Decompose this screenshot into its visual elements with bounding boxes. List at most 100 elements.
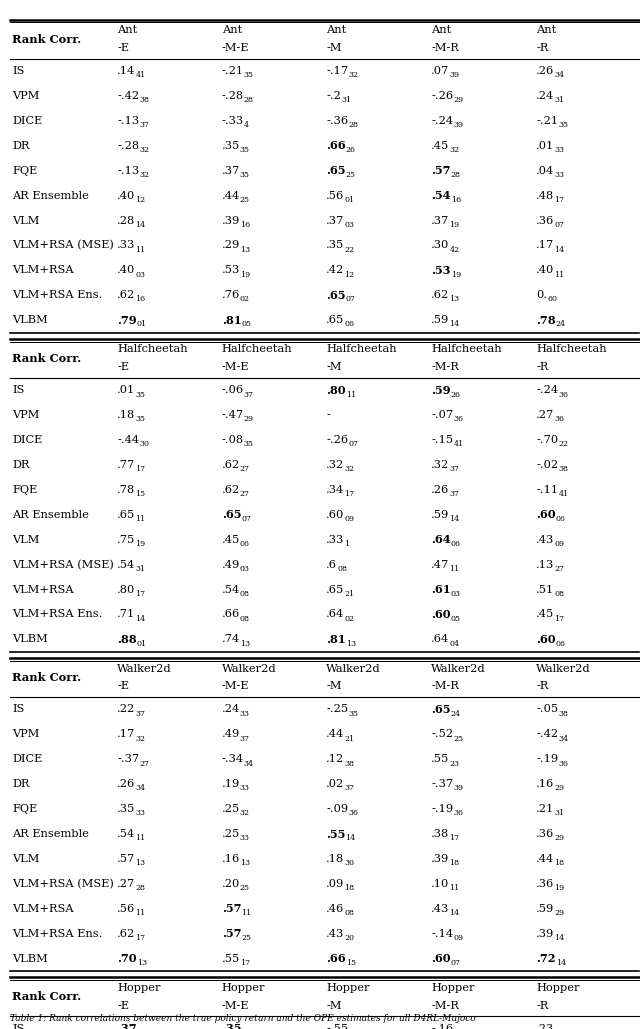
Text: .17: .17: [536, 241, 554, 250]
Text: .79: .79: [117, 315, 137, 325]
Text: .02: .02: [326, 779, 344, 789]
Text: 33: 33: [136, 810, 145, 817]
Text: Walker2d: Walker2d: [431, 664, 486, 674]
Text: .62: .62: [221, 485, 240, 495]
Text: 19: 19: [554, 884, 564, 892]
Text: DICE: DICE: [12, 754, 42, 765]
Text: Walker2d: Walker2d: [117, 664, 172, 674]
Text: 11: 11: [136, 246, 146, 254]
Text: 37: 37: [244, 391, 254, 398]
Text: 30: 30: [344, 859, 355, 867]
Text: 02: 02: [344, 614, 355, 623]
Text: 35: 35: [240, 171, 250, 179]
Text: VLM+RSA (MSE): VLM+RSA (MSE): [12, 879, 114, 889]
Text: 32: 32: [140, 171, 149, 179]
Text: 06: 06: [344, 320, 355, 328]
Text: .25: .25: [221, 804, 240, 814]
Text: 24: 24: [556, 320, 566, 328]
Text: 01: 01: [137, 320, 147, 328]
Text: 39: 39: [453, 784, 463, 792]
Text: 33: 33: [240, 784, 250, 792]
Text: 33: 33: [554, 146, 564, 154]
Text: .13: .13: [536, 560, 554, 570]
Text: .65: .65: [117, 509, 136, 520]
Text: .60: .60: [431, 609, 451, 619]
Text: .26: .26: [117, 779, 136, 789]
Text: 17: 17: [554, 196, 564, 204]
Text: -R: -R: [536, 362, 548, 372]
Text: DR: DR: [12, 141, 29, 151]
Text: 60: 60: [547, 295, 557, 304]
Text: 13: 13: [346, 640, 356, 647]
Text: 4: 4: [244, 121, 249, 130]
Text: 34: 34: [136, 784, 145, 792]
Text: .38: .38: [431, 829, 449, 839]
Text: .33: .33: [326, 535, 344, 544]
Text: 36: 36: [453, 810, 463, 817]
Text: VLBM: VLBM: [12, 315, 48, 325]
Text: 09: 09: [453, 934, 463, 942]
Text: -.21: -.21: [536, 116, 558, 126]
Text: 41: 41: [453, 440, 463, 449]
Text: Rank Corr.: Rank Corr.: [12, 34, 81, 44]
Text: 29: 29: [453, 97, 463, 104]
Text: -.19: -.19: [536, 754, 558, 765]
Text: .77: .77: [117, 460, 136, 470]
Text: 25: 25: [240, 884, 250, 892]
Text: .59: .59: [431, 315, 449, 325]
Text: .65: .65: [431, 704, 451, 715]
Text: .61: .61: [431, 584, 451, 595]
Text: 36: 36: [558, 759, 568, 768]
Text: .16: .16: [536, 779, 554, 789]
Text: -E: -E: [117, 43, 129, 54]
Text: -R: -R: [536, 1000, 548, 1010]
Text: Ant: Ant: [431, 25, 451, 35]
Text: 14: 14: [554, 246, 564, 254]
Text: 07: 07: [241, 516, 251, 523]
Text: VLM+RSA Ens.: VLM+RSA Ens.: [12, 290, 102, 300]
Text: -.26: -.26: [431, 91, 453, 101]
Text: 07: 07: [451, 959, 461, 967]
Text: IS: IS: [12, 705, 24, 714]
Text: 19: 19: [240, 271, 250, 279]
Text: .35: .35: [221, 141, 240, 151]
Text: .18: .18: [117, 411, 136, 420]
Text: .66: .66: [326, 140, 346, 151]
Text: .14: .14: [117, 66, 136, 76]
Text: 13: 13: [240, 640, 250, 647]
Text: AR Ensemble: AR Ensemble: [12, 509, 89, 520]
Text: -.52: -.52: [431, 730, 453, 740]
Text: 16: 16: [451, 196, 461, 204]
Text: .54: .54: [117, 560, 136, 570]
Text: 17: 17: [136, 934, 145, 942]
Text: 11: 11: [449, 884, 460, 892]
Text: .56: .56: [117, 903, 136, 914]
Text: -.15: -.15: [431, 435, 453, 446]
Text: 17: 17: [136, 590, 145, 598]
Text: .49: .49: [221, 730, 240, 740]
Text: .10: .10: [431, 879, 449, 889]
Text: .24: .24: [536, 91, 554, 101]
Text: 30: 30: [140, 440, 149, 449]
Text: .30: .30: [431, 241, 449, 250]
Text: 37: 37: [449, 490, 460, 498]
Text: .01: .01: [117, 385, 136, 395]
Text: Rank Corr.: Rank Corr.: [12, 991, 81, 1002]
Text: .70: .70: [117, 953, 137, 964]
Text: 35: 35: [136, 391, 145, 398]
Text: .36: .36: [536, 879, 554, 889]
Text: .44: .44: [221, 190, 240, 201]
Text: 17: 17: [344, 490, 355, 498]
Text: 1: 1: [344, 540, 349, 548]
Text: .59: .59: [431, 385, 451, 396]
Text: 11: 11: [554, 271, 564, 279]
Text: 19: 19: [136, 540, 145, 548]
Text: .74: .74: [221, 634, 240, 644]
Text: 14: 14: [136, 221, 146, 228]
Text: VLM+RSA: VLM+RSA: [12, 903, 74, 914]
Text: 31: 31: [341, 97, 351, 104]
Text: Hopper: Hopper: [221, 983, 265, 993]
Text: Ant: Ant: [117, 25, 138, 35]
Text: -.19: -.19: [431, 804, 453, 814]
Text: .24: .24: [221, 705, 240, 714]
